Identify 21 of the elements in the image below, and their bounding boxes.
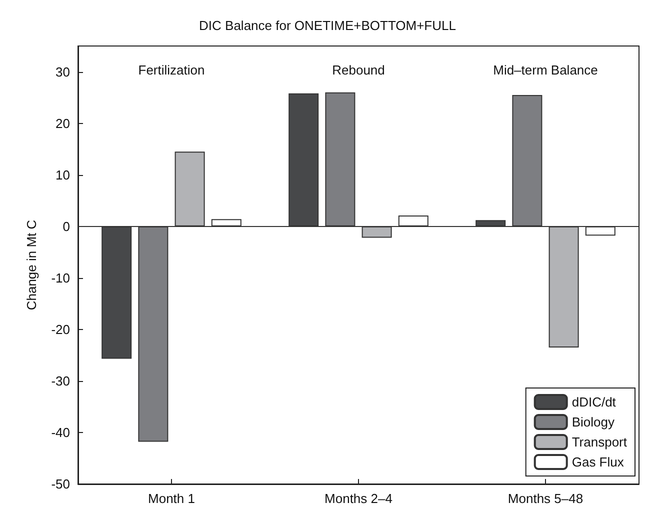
y-tick-label: -20: [51, 322, 70, 337]
y-tick-label: 0: [62, 218, 70, 234]
x-tick-label: Months 5–48: [508, 491, 584, 506]
legend-label: Biology: [572, 414, 615, 430]
legend-label: Gas Flux: [572, 454, 624, 470]
legend-label: dDIC/dt: [572, 394, 616, 410]
legend-label: Transport: [572, 434, 628, 450]
x-tick-label: Month 1: [148, 491, 195, 506]
annotation: Mid–term Balance: [493, 62, 598, 78]
annotation: Fertilization: [138, 62, 205, 78]
y-tick-label: -50: [51, 476, 70, 492]
y-tick-label: -40: [51, 424, 70, 440]
x-tick-label: Months 2–4: [324, 491, 392, 506]
annotation: Rebound: [332, 62, 385, 78]
y-tick-label: 20: [56, 116, 70, 131]
y-tick-label: -10: [51, 270, 70, 286]
chart-title: DIC Balance for ONETIME+BOTTOM+FULL: [199, 18, 456, 33]
y-tick-label: -30: [51, 373, 70, 388]
y-tick-label: 10: [56, 167, 70, 182]
y-tick-label: 30: [56, 64, 70, 80]
y-axis-title: Change in Mt C: [24, 220, 39, 310]
